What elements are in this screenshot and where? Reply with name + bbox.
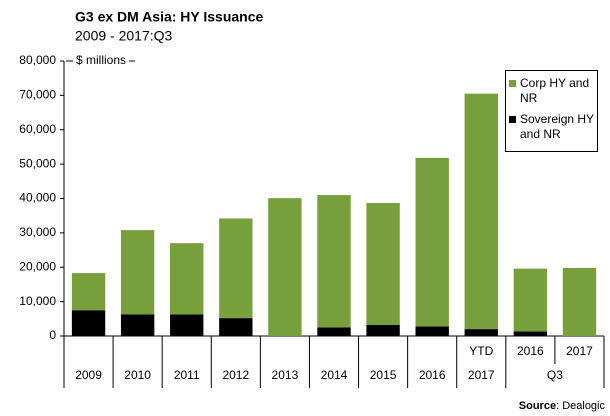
legend-label: Sovereign HY and NR xyxy=(520,112,594,141)
bar-segment xyxy=(415,157,449,327)
x-tick-label: 2013 xyxy=(272,368,299,382)
y-axis-label: $ millions xyxy=(76,53,126,67)
source-text: : Dealogic xyxy=(556,400,605,412)
y-label-bg xyxy=(66,55,132,67)
x-tick-label: 2009 xyxy=(75,368,102,382)
bar-segment xyxy=(219,318,253,336)
x-tick-label: 2012 xyxy=(222,368,249,382)
bar-segment xyxy=(513,268,548,332)
bar-segment xyxy=(366,202,400,325)
legend-swatch xyxy=(509,116,516,123)
bar-segment xyxy=(317,195,351,328)
x-tick-label: 2015 xyxy=(370,368,397,382)
source-label: Source xyxy=(519,400,556,412)
bar-segment xyxy=(562,267,597,336)
bar-segment xyxy=(219,218,253,319)
bar-segment xyxy=(120,230,155,315)
x-tick-label: 2010 xyxy=(124,368,151,382)
x-tick-label: 2017 xyxy=(566,344,593,358)
bar-segment xyxy=(71,310,106,336)
legend: Corp HY and NR Sovereign HY and NR xyxy=(505,70,598,152)
y-tick-label: 30,000 xyxy=(19,225,56,239)
x-group-label: Q3 xyxy=(547,368,563,382)
y-tick-label: 10,000 xyxy=(19,294,56,308)
bar-segment xyxy=(513,331,548,336)
x-group-label: YTD xyxy=(469,344,493,358)
bar-segment xyxy=(170,243,204,315)
y-tick-label: 60,000 xyxy=(19,122,56,136)
legend-item: Sovereign HY and NR xyxy=(509,112,594,142)
bar-segment xyxy=(464,329,498,336)
bar-segment xyxy=(415,326,449,336)
legend-swatch xyxy=(509,80,516,87)
x-tick-label: 2016 xyxy=(517,344,544,358)
bar-segment xyxy=(268,198,302,336)
bar-segment xyxy=(464,93,498,330)
x-tick-label: 2011 xyxy=(174,368,200,382)
x-tick-label: 2016 xyxy=(419,368,446,382)
chart-subtitle: 2009 - 2017:Q3 xyxy=(75,28,173,44)
legend-label: Corp HY and NR xyxy=(520,76,590,105)
y-tick-label: 70,000 xyxy=(19,88,56,102)
y-tick-label: 40,000 xyxy=(19,191,56,205)
y-tick-label: 20,000 xyxy=(19,259,56,273)
source: Source: Dealogic xyxy=(519,400,606,412)
bar-segment xyxy=(366,325,400,336)
bar-segment xyxy=(317,327,351,336)
bar-segment xyxy=(170,314,204,336)
bar-segment xyxy=(120,314,155,336)
bar-segment xyxy=(71,273,106,311)
chart-title: G3 ex DM Asia: HY Issuance xyxy=(75,9,264,25)
y-tick-label: 0 xyxy=(49,328,56,342)
y-tick-label: 50,000 xyxy=(19,156,56,170)
legend-item: Corp HY and NR xyxy=(509,76,594,106)
x-tick-label: 2014 xyxy=(321,368,348,382)
x-tick-label: 2017 xyxy=(468,368,495,382)
y-tick-label: 80,000 xyxy=(19,53,56,67)
